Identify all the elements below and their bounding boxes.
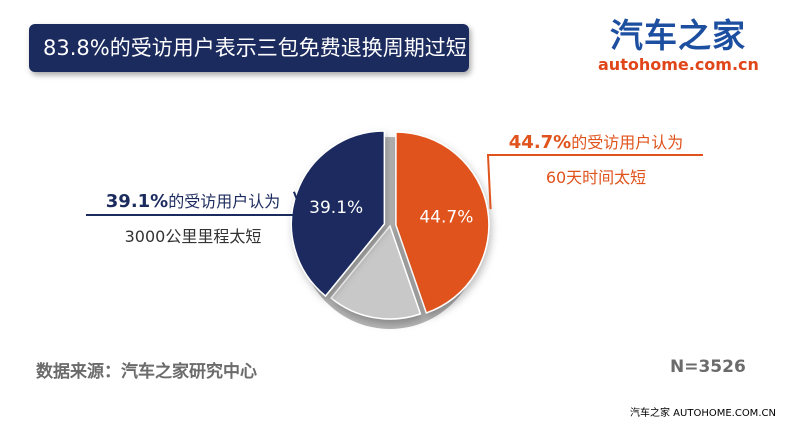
pie-slice-0 xyxy=(395,131,490,314)
callout-line-0 xyxy=(486,154,703,210)
page-title: 83.8%的受访用户表示三包免费退换周期过短 xyxy=(29,24,469,72)
callout-subtext-2: 3000公里里程太短 xyxy=(125,227,262,246)
pie-slice-2 xyxy=(290,130,386,298)
callout-text-0: 44.7%的受访用户认为 xyxy=(509,132,683,153)
slice-value-label-2: 39.1% xyxy=(309,198,363,218)
autohome-logo: 汽车之家 autohome.com.cn xyxy=(598,16,759,74)
pie-slice-1 xyxy=(330,224,422,320)
sample-size: N=3526 xyxy=(670,357,746,377)
callout-subtext-0: 60天时间太短 xyxy=(546,168,646,187)
logo-name: 汽车之家 xyxy=(610,16,746,55)
slice-value-label-0: 44.7% xyxy=(419,208,473,228)
callout-line-2 xyxy=(86,191,305,216)
data-source: 数据来源：汽车之家研究中心 xyxy=(36,362,257,382)
callout-text-2: 39.1%的受访用户认为 xyxy=(106,191,280,212)
logo-url: autohome.com.cn xyxy=(598,55,759,74)
footer-watermark: 汽车之家 AUTOHOME.COM.CN xyxy=(630,408,776,419)
